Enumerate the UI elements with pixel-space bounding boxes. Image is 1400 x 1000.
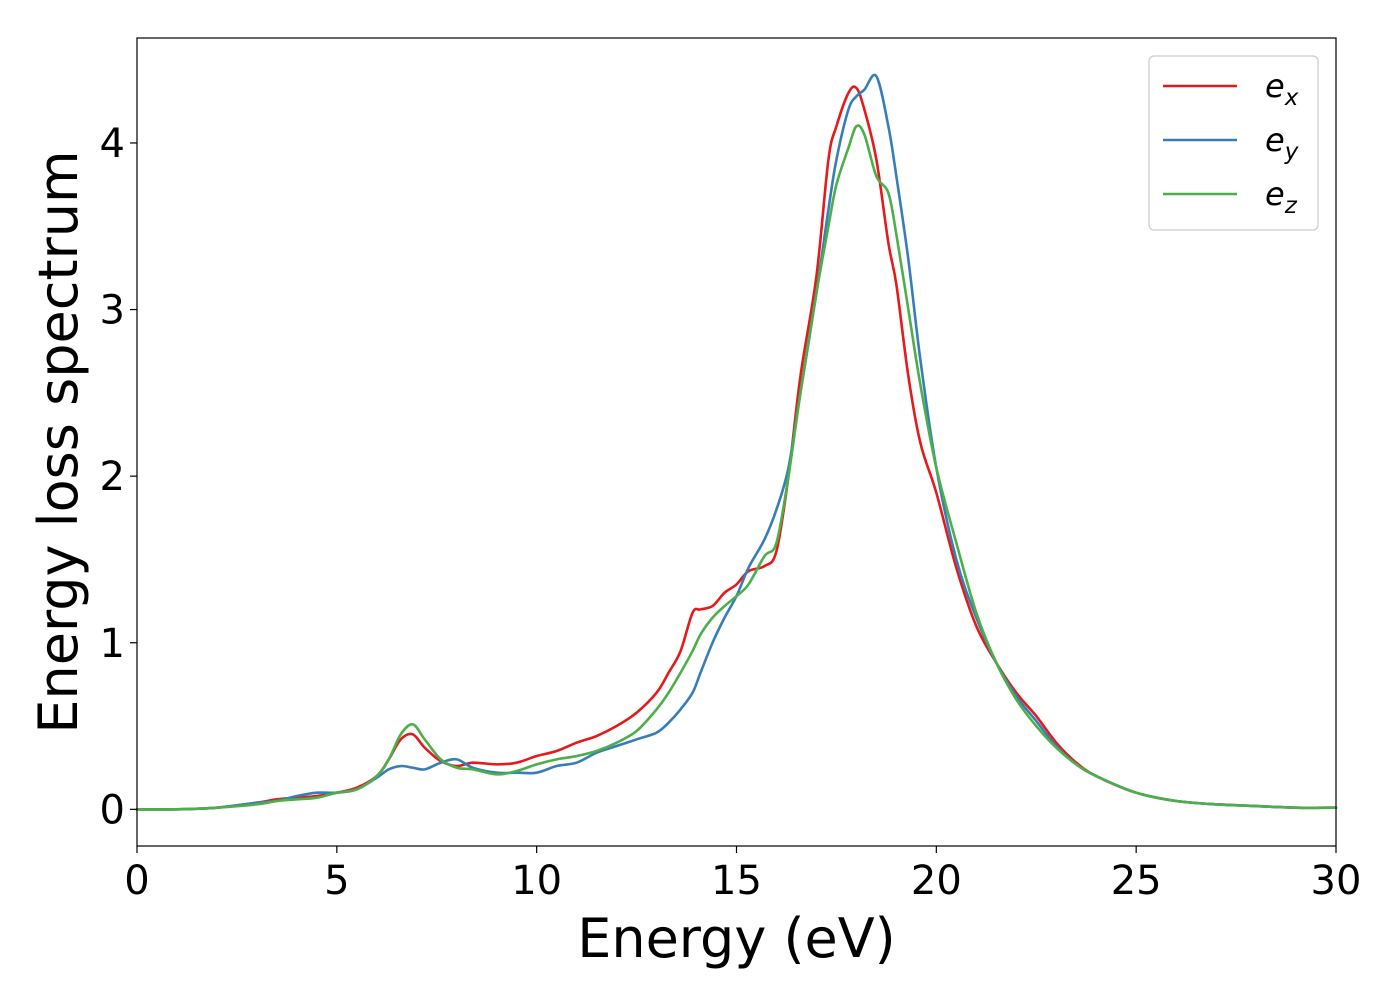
y-axis-title: Energy loss spectrum	[27, 150, 90, 733]
x-tick-label: 20	[911, 858, 962, 904]
x-tick-label: 0	[124, 858, 149, 904]
x-tick-label: 5	[324, 858, 349, 904]
ticks-layer: 0 5 10 15 20 25 30 0 1 2 3 4	[100, 121, 1362, 904]
y-tick-label: 4	[100, 121, 125, 167]
x-tick-label: 15	[711, 858, 762, 904]
legend-label-main: e	[1265, 175, 1285, 213]
legend-label-x: ex	[1265, 67, 1299, 111]
legend-label-subscript: x	[1284, 85, 1299, 111]
x-axis-title: Energy (eV)	[577, 907, 896, 970]
legend-label-main: e	[1265, 67, 1285, 105]
legend-label-subscript: y	[1284, 139, 1299, 165]
legend-box	[1148, 55, 1319, 231]
legend-label-main: e	[1265, 121, 1285, 159]
y-tick-label: 0	[100, 787, 125, 833]
x-tick-label: 30	[1311, 858, 1362, 904]
y-tick-label: 2	[100, 454, 125, 500]
legend-label-y: ey	[1265, 121, 1299, 165]
legend-label-subscript: z	[1284, 193, 1298, 219]
series-layer	[135, 73, 1338, 811]
y-tick-label: 1	[100, 621, 125, 667]
x-tick-label: 10	[511, 858, 562, 904]
y-tick-label: 3	[100, 288, 125, 334]
x-tick-label: 25	[1111, 858, 1162, 904]
series-line-e-z	[135, 124, 1338, 811]
legend-label-z: ez	[1265, 175, 1298, 219]
